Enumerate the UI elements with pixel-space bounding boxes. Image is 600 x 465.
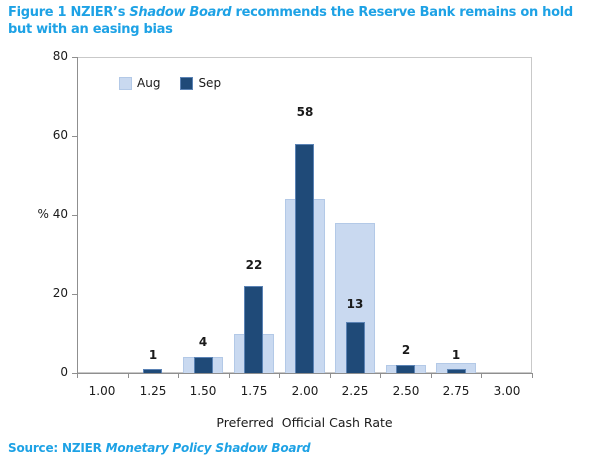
data-label: 58 (296, 105, 314, 119)
bar-sep-1.75 (244, 286, 263, 373)
bar-aug-2.75 (436, 363, 476, 373)
x-axis-tick-label: 1.75 (240, 384, 268, 398)
source-italic: Monetary Policy Shadow Board (105, 441, 311, 455)
x-axis-tick (380, 373, 381, 378)
legend-label-sep: Sep (198, 76, 222, 90)
sep-swatch-icon (180, 76, 194, 90)
x-axis-tick (279, 373, 280, 378)
legend: Aug Sep (119, 76, 221, 90)
data-label: 1 (148, 348, 158, 362)
x-axis-tick-label: 2.00 (291, 384, 319, 398)
aug-swatch-icon (119, 76, 132, 90)
x-axis-tick-label: 2.75 (442, 384, 470, 398)
data-label: 13 (346, 297, 364, 311)
legend-label-aug: Aug (137, 76, 161, 90)
x-axis-line (73, 373, 533, 374)
x-axis-tick-label: 1.00 (88, 384, 116, 398)
y-axis-tick (72, 215, 77, 216)
x-axis-tick (77, 373, 78, 378)
bar-sep-1.50 (194, 357, 213, 373)
x-axis-tick (330, 373, 331, 378)
title-italic: Shadow Board (129, 5, 232, 20)
y-axis-tick-label: 20 (52, 286, 68, 300)
bar-sep-2.00 (295, 143, 314, 373)
bar-sep-2.50 (396, 365, 415, 373)
data-label: 1 (451, 348, 461, 362)
y-axis-tick-label: % 40 (37, 207, 69, 221)
data-label: 22 (245, 258, 263, 272)
y-axis-tick (72, 373, 77, 374)
title-part2: recommends the Reserve Bank remains on h… (8, 5, 573, 37)
x-axis-tick (431, 373, 432, 378)
y-axis-tick-label: 60 (52, 128, 68, 142)
x-axis-tick (481, 373, 482, 378)
title-part1: Figure 1 NZIER’s (8, 5, 130, 20)
data-label: 2 (401, 343, 411, 357)
x-axis-tick-label: 1.50 (189, 384, 217, 398)
y-axis-tick (72, 294, 77, 295)
y-axis-tick-label: 0 (60, 365, 68, 379)
figure-title: Figure 1 NZIER’s Shadow Board recommends… (8, 4, 596, 38)
x-axis-tick-label: 1.25 (139, 384, 167, 398)
y-axis-tick-label: 80 (52, 49, 68, 63)
x-axis-tick (532, 373, 533, 378)
source-line: Source: NZIER Monetary Policy Shadow Boa… (8, 441, 596, 455)
y-axis-line (77, 57, 78, 374)
bar-sep-1.25 (143, 369, 162, 373)
bar-sep-2.75 (447, 369, 466, 373)
x-axis-tick (128, 373, 129, 378)
x-axis-tick-label: 2.50 (392, 384, 420, 398)
y-axis-tick (72, 136, 77, 137)
source-prefix: Source: NZIER (8, 441, 106, 455)
x-axis-tick (178, 373, 179, 378)
x-axis-title: Preferred Official Cash Rate (216, 415, 393, 430)
x-axis-tick (229, 373, 230, 378)
legend-item-aug: Aug (119, 76, 160, 90)
data-label: 4 (198, 335, 208, 349)
x-axis-tick-label: 2.25 (341, 384, 369, 398)
x-axis-tick-label: 3.00 (493, 384, 521, 398)
bar-sep-2.25 (346, 321, 365, 373)
legend-item-sep: Sep (180, 76, 221, 90)
y-axis-tick (72, 57, 77, 58)
